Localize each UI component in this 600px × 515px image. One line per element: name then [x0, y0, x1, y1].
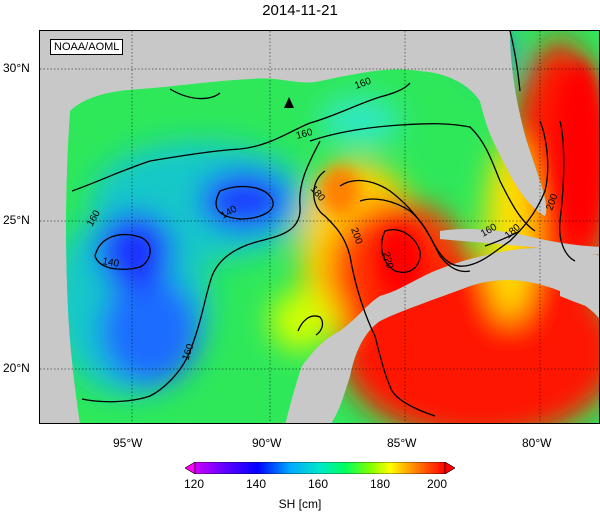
credit-label: NOAA/AOML — [50, 39, 124, 55]
sea-height-map: 160 160 160 160 140 140 180 200 220 160 … — [39, 30, 600, 424]
contour-label: 140 — [101, 256, 120, 270]
colorbar-tick: 160 — [308, 477, 329, 491]
graticule — [40, 31, 599, 423]
map-svg: 160 160 160 160 140 140 180 200 220 160 … — [40, 31, 599, 423]
colorbar-unit-label: SH [cm] — [278, 497, 322, 511]
colorbar-tick: 180 — [370, 477, 391, 491]
lon-label: 90°W — [252, 436, 282, 450]
lon-label: 95°W — [113, 436, 143, 450]
lat-label: 20°N — [3, 361, 30, 375]
lon-label: 80°W — [522, 436, 552, 450]
colorbar-min-arrow — [185, 462, 196, 474]
land-masses — [40, 31, 599, 423]
colorbar — [185, 462, 455, 474]
colorbar-tick: 200 — [427, 477, 448, 491]
lat-label: 25°N — [3, 213, 30, 227]
colorbar-max-arrow — [444, 462, 455, 474]
contour-lines — [71, 31, 576, 417]
contour-label: 160 — [295, 127, 314, 142]
map-title: 2014-11-21 — [262, 2, 338, 19]
triangle-marker-icon — [284, 97, 294, 108]
colorbar-tick: 140 — [246, 477, 267, 491]
lon-label: 85°W — [387, 436, 417, 450]
contour-label: 220 — [380, 251, 395, 270]
colorbar-tick: 120 — [184, 477, 205, 491]
lat-label: 30°N — [3, 61, 30, 75]
colorbar-gradient — [194, 462, 446, 474]
